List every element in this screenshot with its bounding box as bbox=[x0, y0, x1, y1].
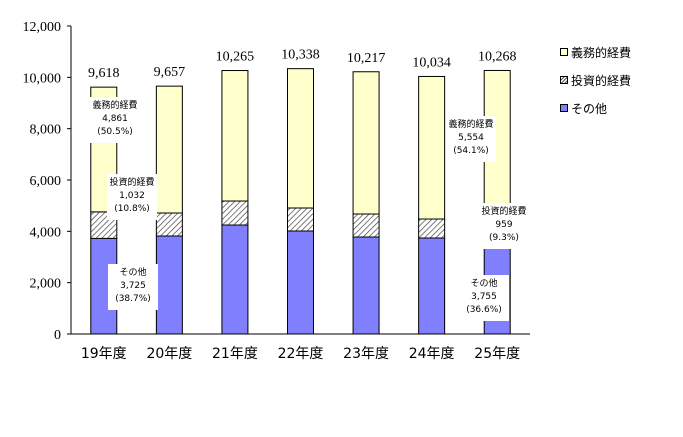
annotation-text: 投資的経費 bbox=[109, 176, 154, 188]
bar-total-label: 9,657 bbox=[154, 65, 186, 80]
legend-item-duty: 義務的経費 bbox=[560, 38, 631, 66]
bar-segment bbox=[155, 212, 183, 237]
annotation-box bbox=[446, 116, 496, 162]
legend: 義務的経費 投資的経費 その他 bbox=[560, 38, 631, 122]
y-tick-label: 12,000 bbox=[23, 20, 62, 35]
bar-segment bbox=[352, 236, 380, 335]
annotation-text: (36.6%) bbox=[466, 305, 502, 315]
annotation-text: (9.3%) bbox=[489, 233, 519, 243]
annotation-text: 3,725 bbox=[120, 281, 146, 291]
y-tick-label: 4,000 bbox=[30, 225, 62, 240]
bar-segment bbox=[155, 235, 183, 335]
bar-segment bbox=[221, 200, 249, 226]
legend-swatch-duty-icon bbox=[560, 48, 568, 56]
legend-swatch-other-icon bbox=[560, 104, 568, 112]
x-tick-label: 23年度 bbox=[343, 346, 389, 362]
y-tick-label: 2,000 bbox=[30, 277, 62, 292]
annotation-box bbox=[107, 174, 157, 220]
bar-segment bbox=[221, 224, 249, 335]
x-tick-label: 20年度 bbox=[146, 346, 192, 362]
bar-total-label: 10,268 bbox=[478, 49, 517, 64]
annotation-text: その他 bbox=[119, 266, 146, 278]
annotation-text: 5,554 bbox=[458, 133, 484, 143]
bar-total-label: 9,618 bbox=[88, 66, 120, 81]
annotation-text: 義務的経費 bbox=[92, 99, 137, 111]
annotation-text: 959 bbox=[495, 220, 512, 230]
bar-total-label: 10,034 bbox=[412, 55, 451, 70]
legend-item-investment: 投資的経費 bbox=[560, 66, 631, 94]
annotation-text: 3,755 bbox=[471, 292, 497, 302]
bar-segment bbox=[287, 68, 314, 209]
bar-segment bbox=[418, 218, 446, 239]
axes: 0 2,000 4,000 6,000 8,000 10,000 12,000 19年度 20年… bbox=[23, 20, 530, 362]
legend-swatch-investment-icon bbox=[560, 76, 568, 84]
bar-total-label: 10,265 bbox=[216, 50, 255, 65]
bar-segment bbox=[221, 70, 249, 202]
legend-label-other: その他 bbox=[571, 101, 608, 116]
legend-label-investment: 投資的経費 bbox=[571, 73, 632, 88]
bar-segment bbox=[418, 75, 446, 220]
bar-segment bbox=[155, 85, 183, 214]
annotation-box bbox=[479, 203, 529, 249]
y-tick-label: 6,000 bbox=[30, 174, 62, 189]
annotation-box bbox=[90, 97, 140, 143]
annotation-text: 義務的経費 bbox=[448, 118, 493, 130]
bar-segment bbox=[287, 230, 314, 335]
bar-total-label: 10,338 bbox=[281, 48, 320, 63]
x-tick-label: 19年度 bbox=[81, 346, 127, 362]
x-tick-label: 24年度 bbox=[409, 346, 455, 362]
y-tick-label: 8,000 bbox=[30, 123, 62, 138]
annotation-text: その他 bbox=[470, 277, 497, 289]
bar-segment bbox=[287, 207, 314, 232]
legend-label-duty: 義務的経費 bbox=[571, 45, 632, 60]
annotation-text: 投資的経費 bbox=[481, 205, 526, 217]
annotation-box bbox=[108, 264, 158, 310]
annotation-text: (10.8%) bbox=[114, 204, 150, 214]
x-tick-label: 21年度 bbox=[212, 346, 258, 362]
annotation-text: 4,861 bbox=[102, 114, 128, 124]
legend-item-other: その他 bbox=[560, 94, 631, 122]
x-tick-label: 22年度 bbox=[278, 346, 324, 362]
y-tick-label: 10,000 bbox=[23, 71, 62, 86]
annotation-text: (38.7%) bbox=[115, 294, 151, 304]
bar-total-label: 10,217 bbox=[347, 51, 386, 66]
annotations: 義務的経費 4,861 (50.5%) 投資的経費 1,032 (10.8%) その他 3,7… bbox=[90, 97, 529, 321]
x-tick-label: 25年度 bbox=[474, 346, 520, 362]
bar-segment bbox=[352, 71, 380, 215]
annotation-text: (54.1%) bbox=[453, 146, 489, 156]
annotation-text: 1,032 bbox=[119, 191, 145, 201]
bar-segment bbox=[352, 213, 380, 238]
y-tick-label: 0 bbox=[54, 328, 61, 343]
bar-segment bbox=[418, 237, 446, 335]
annotation-box bbox=[459, 275, 509, 321]
annotation-text: (50.5%) bbox=[97, 127, 133, 137]
